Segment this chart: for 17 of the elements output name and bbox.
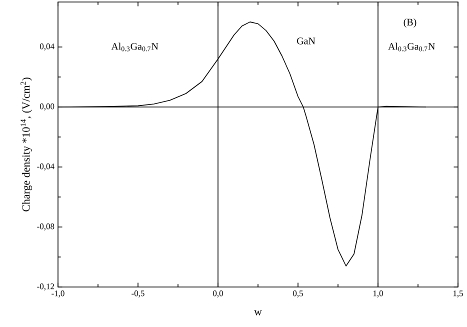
- annotation: GaN: [297, 38, 316, 44]
- x-tick-label: 1,5: [453, 290, 463, 298]
- x-tick-label: 0,5: [293, 290, 303, 298]
- x-tick-label: -0,5: [132, 290, 144, 298]
- y-tick-label: -0,04: [37, 164, 54, 170]
- y-tick-label: -0,12: [37, 284, 54, 290]
- y-tick-label: -0,08: [37, 224, 54, 230]
- annotation: Al$_{0.3}$Ga$_{0.7}$N: [111, 42, 158, 52]
- x-tick-label: -1,0: [52, 290, 64, 298]
- x-tick-label: 0,0: [213, 290, 223, 298]
- y-axis-title: Charge density *10$^{14}$, (V/cm$^{2}$): [20, 78, 32, 212]
- x-tick-label: 1,0: [373, 290, 383, 298]
- y-tick-label: 0,00: [40, 104, 54, 110]
- annotation: Al$_{0.3}$Ga$_{0.7}$N: [388, 42, 435, 52]
- annotation: (B): [404, 18, 416, 28]
- x-axis-title: w: [254, 310, 262, 316]
- y-tick-label: 0,04: [40, 44, 54, 50]
